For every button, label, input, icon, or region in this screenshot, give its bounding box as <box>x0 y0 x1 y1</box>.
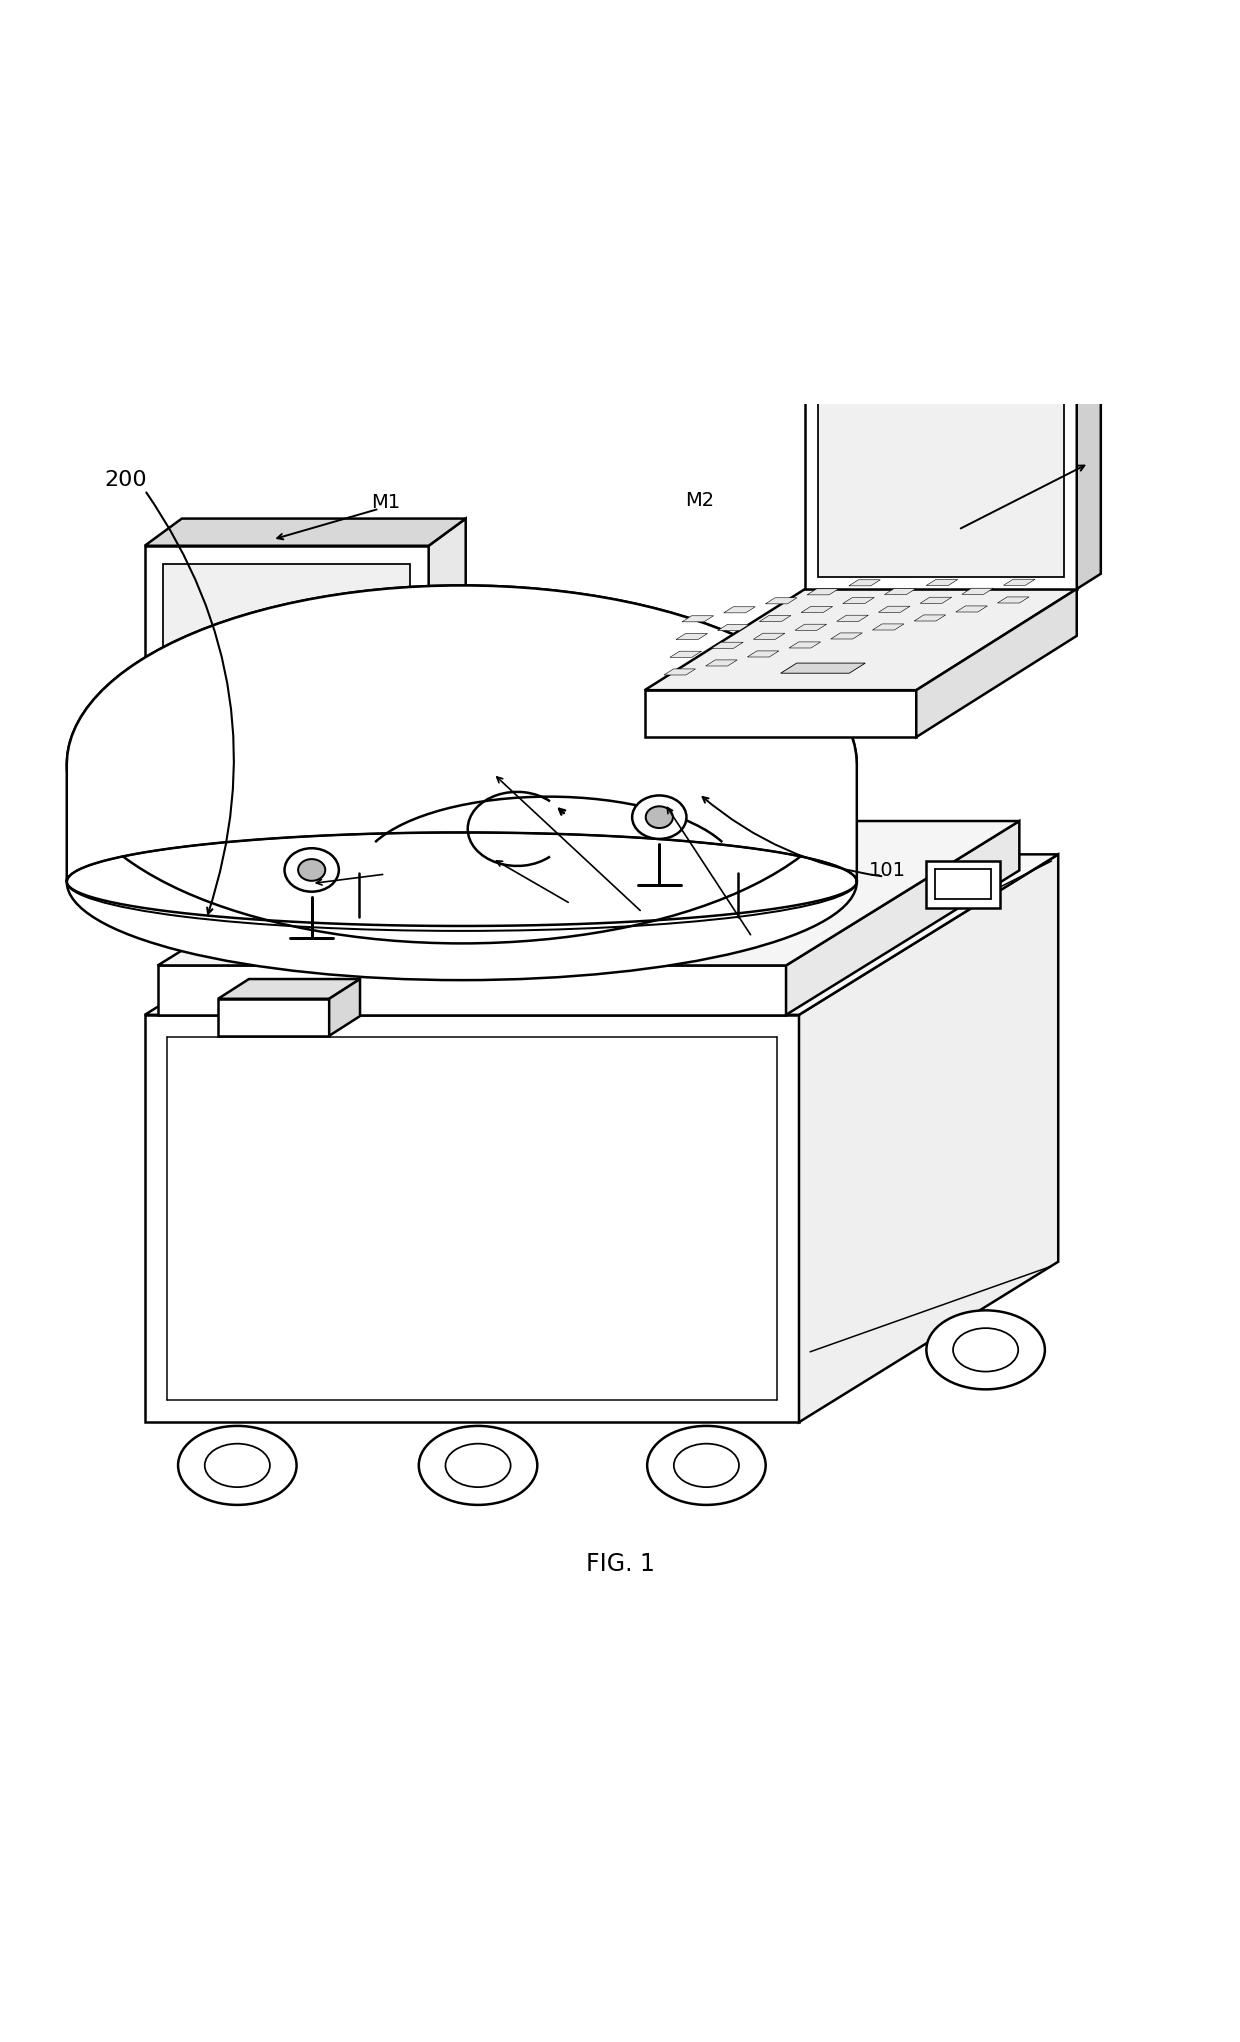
Polygon shape <box>712 641 743 647</box>
Polygon shape <box>145 519 466 545</box>
Polygon shape <box>164 564 410 768</box>
Polygon shape <box>670 651 702 658</box>
Polygon shape <box>218 978 360 999</box>
Polygon shape <box>145 1015 799 1421</box>
Polygon shape <box>748 651 779 658</box>
Ellipse shape <box>419 1425 537 1505</box>
Polygon shape <box>1009 562 1042 568</box>
Polygon shape <box>878 606 910 613</box>
Text: FIG. 1: FIG. 1 <box>585 1552 655 1576</box>
Ellipse shape <box>284 847 339 892</box>
Polygon shape <box>329 978 360 1035</box>
Polygon shape <box>817 374 1064 576</box>
Ellipse shape <box>646 807 673 829</box>
Polygon shape <box>914 615 946 621</box>
Polygon shape <box>145 786 429 809</box>
Polygon shape <box>724 606 755 613</box>
Polygon shape <box>997 596 1029 602</box>
Ellipse shape <box>298 860 325 880</box>
Polygon shape <box>849 580 880 586</box>
Polygon shape <box>799 854 1058 1421</box>
Polygon shape <box>706 660 738 666</box>
Polygon shape <box>890 572 923 576</box>
Ellipse shape <box>647 1425 765 1505</box>
Polygon shape <box>754 633 785 639</box>
Polygon shape <box>682 617 713 623</box>
Polygon shape <box>759 615 791 621</box>
Polygon shape <box>786 821 1019 1015</box>
Polygon shape <box>67 586 857 882</box>
Polygon shape <box>157 966 786 1015</box>
Ellipse shape <box>67 586 857 943</box>
Polygon shape <box>145 545 429 786</box>
Polygon shape <box>932 562 963 568</box>
Polygon shape <box>916 588 1076 737</box>
Polygon shape <box>1003 580 1035 586</box>
Polygon shape <box>831 633 862 639</box>
Polygon shape <box>968 570 999 576</box>
Text: 12': 12' <box>363 860 391 876</box>
Polygon shape <box>805 361 1076 588</box>
Polygon shape <box>801 606 832 613</box>
Polygon shape <box>218 999 329 1035</box>
Polygon shape <box>795 625 827 631</box>
Polygon shape <box>157 821 1019 966</box>
Text: PC: PC <box>951 515 976 533</box>
Polygon shape <box>920 596 952 602</box>
Polygon shape <box>884 588 916 594</box>
Polygon shape <box>645 690 916 737</box>
Polygon shape <box>956 606 987 613</box>
Polygon shape <box>145 854 1058 1015</box>
Text: 11: 11 <box>630 896 652 915</box>
Polygon shape <box>962 588 993 594</box>
Polygon shape <box>145 794 448 809</box>
Ellipse shape <box>67 784 857 980</box>
Polygon shape <box>789 641 821 647</box>
Polygon shape <box>973 553 1006 560</box>
Polygon shape <box>718 625 749 631</box>
Text: 12: 12 <box>744 923 766 941</box>
Ellipse shape <box>954 1327 1018 1372</box>
Polygon shape <box>926 862 1001 909</box>
Polygon shape <box>805 345 1101 361</box>
Ellipse shape <box>632 796 687 839</box>
Text: 101: 101 <box>869 862 906 880</box>
Polygon shape <box>429 519 466 786</box>
Polygon shape <box>1076 345 1101 588</box>
Polygon shape <box>663 670 696 676</box>
Polygon shape <box>765 598 797 604</box>
Text: M1: M1 <box>371 492 399 513</box>
Ellipse shape <box>673 1444 739 1487</box>
Polygon shape <box>1016 543 1047 549</box>
Polygon shape <box>645 588 1076 690</box>
Polygon shape <box>926 580 957 586</box>
Ellipse shape <box>445 1444 511 1487</box>
Polygon shape <box>676 633 708 639</box>
Polygon shape <box>873 625 904 631</box>
Polygon shape <box>843 598 874 604</box>
Text: 13: 13 <box>562 888 585 907</box>
Polygon shape <box>781 664 866 674</box>
Ellipse shape <box>926 1311 1045 1389</box>
Ellipse shape <box>205 1444 270 1487</box>
Ellipse shape <box>179 1425 296 1505</box>
Polygon shape <box>837 615 868 621</box>
Text: 200: 200 <box>104 470 146 490</box>
Text: M2: M2 <box>686 490 714 510</box>
Polygon shape <box>807 588 838 594</box>
